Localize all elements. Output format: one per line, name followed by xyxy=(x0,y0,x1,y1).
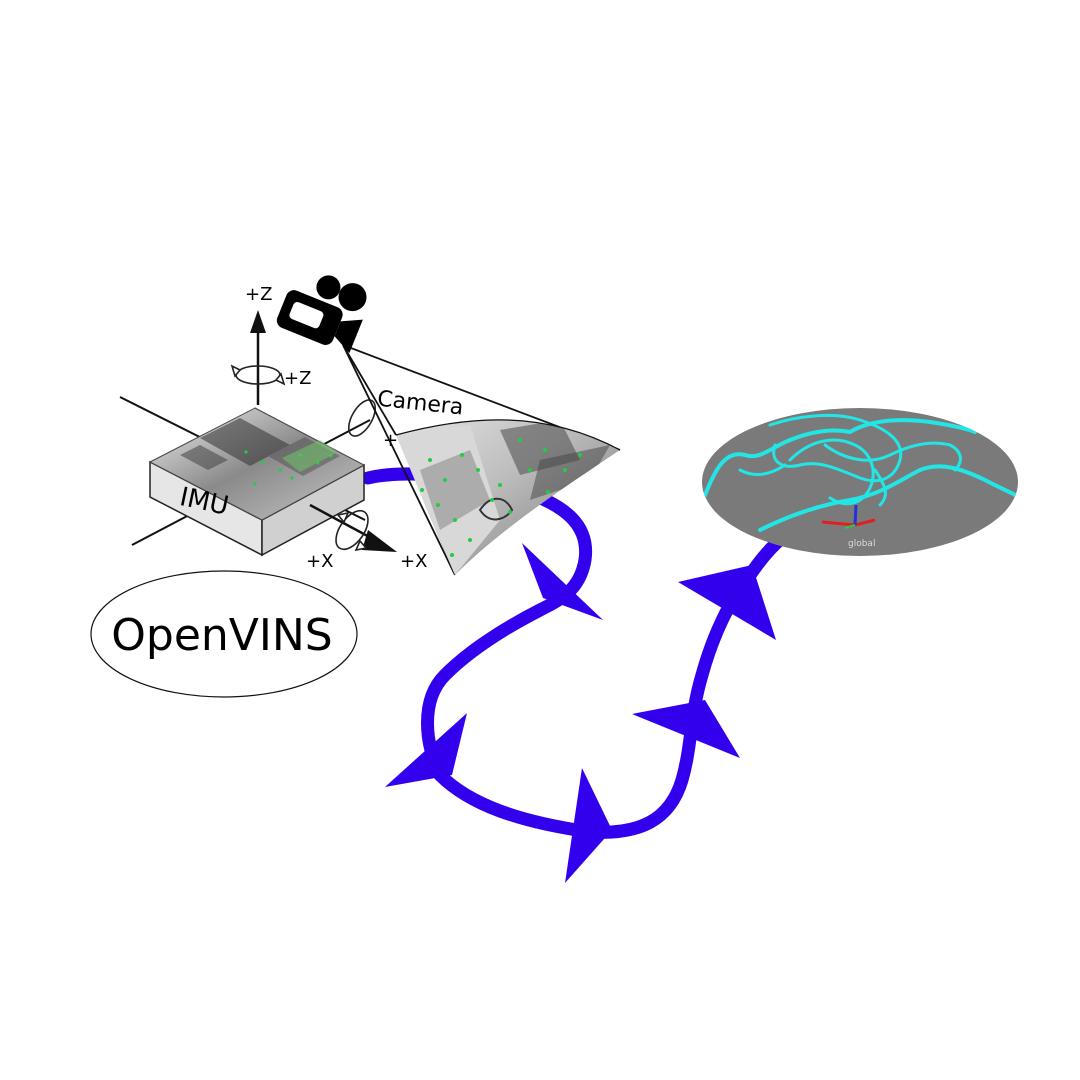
trajectory-arrowhead xyxy=(632,700,740,758)
rotation-arrow-icon xyxy=(335,509,369,552)
frame-label: global xyxy=(848,539,875,549)
z-axis-label: +Z xyxy=(245,284,272,305)
trajectory-arrowhead xyxy=(385,713,467,787)
logo-text: OpenVINS xyxy=(111,610,332,661)
map-path xyxy=(703,418,977,497)
frustum-edge xyxy=(342,344,456,576)
map-path xyxy=(758,464,1017,532)
map-disc: global xyxy=(702,408,1018,556)
x-axis-arrow xyxy=(362,530,397,552)
trajectory-arrowhead xyxy=(522,543,603,620)
rotation-arrow-icon xyxy=(347,399,377,437)
frustum-edge xyxy=(342,344,397,436)
z-axis-arrow xyxy=(250,310,266,333)
video-camera-icon xyxy=(276,275,367,353)
coordinate-frame xyxy=(821,504,876,529)
trajectory-arrowhead xyxy=(565,768,612,883)
map-path xyxy=(738,463,787,477)
trajectory-arrowhead xyxy=(678,565,776,640)
openvins-logo: OpenVINS xyxy=(90,570,358,698)
rotation-arrow-icon xyxy=(230,364,286,386)
x-axis-label: +X xyxy=(400,551,427,572)
camera-label: Camera xyxy=(376,387,464,421)
imu-top-highlight xyxy=(282,440,338,472)
map-path xyxy=(873,468,887,507)
map-path xyxy=(823,441,962,472)
camera-frustum: Camera xyxy=(276,275,621,576)
imu-sensor: IMU +Z +Z + +X +X xyxy=(119,284,427,572)
imu-top-face xyxy=(148,407,366,521)
map-path xyxy=(768,413,903,483)
z-rotation-label: +Z xyxy=(284,368,311,389)
x-rotation-label: +X xyxy=(306,551,333,572)
trajectory xyxy=(361,467,789,883)
